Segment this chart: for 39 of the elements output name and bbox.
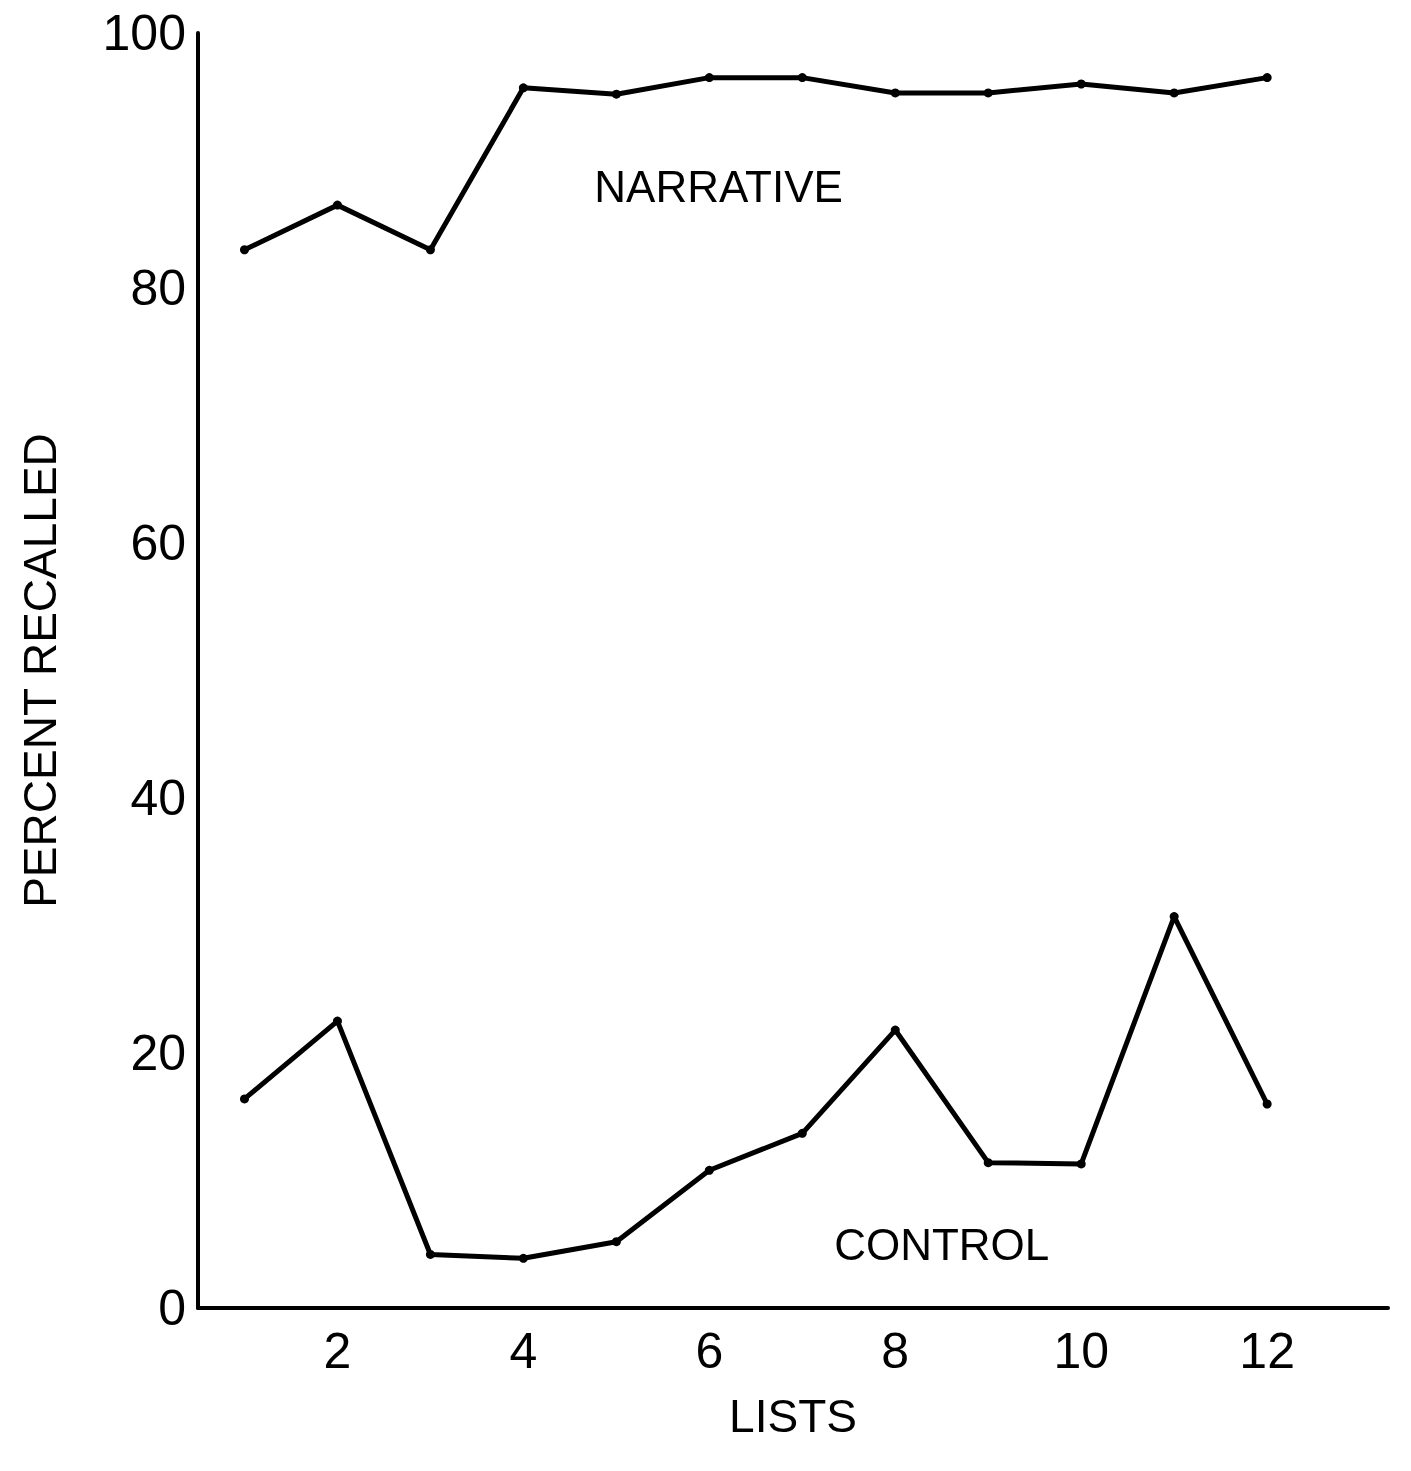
point [1076,79,1086,89]
point [983,88,993,98]
point [332,1016,342,1026]
x-tick-label: 6 [695,1323,724,1379]
point [890,88,900,98]
y-tick-label: 40 [130,770,186,826]
series-label: CONTROL [834,1219,1050,1269]
y-tick-label: 0 [158,1280,186,1336]
point [797,73,807,83]
point [518,1253,528,1263]
point [518,83,528,93]
y-tick-label: 20 [130,1025,186,1081]
y-tick-label: 80 [130,260,186,316]
point [611,89,621,99]
point [239,245,249,255]
point [1169,88,1179,98]
point [983,1158,993,1168]
point [425,1249,435,1259]
point [797,1128,807,1138]
point [704,1165,714,1175]
x-tick-label: 10 [1053,1323,1110,1379]
y-tick-label: 60 [130,515,186,571]
point [239,1094,249,1104]
series-label: NARRATIVE [594,161,843,211]
point [425,245,435,255]
x-axis-title: LISTS [729,1390,857,1442]
point [890,1025,900,1035]
point [1076,1159,1086,1169]
point [1262,73,1272,83]
point [332,200,342,210]
y-tick-label: 100 [102,5,186,61]
point [1262,1099,1272,1109]
x-tick-label: 8 [881,1323,910,1379]
x-tick-label: 2 [323,1323,352,1379]
y-axis-title: PERCENT RECALLED [14,433,66,908]
x-tick-label: 12 [1239,1323,1295,1379]
point [704,73,714,83]
x-tick-label: 4 [509,1323,538,1379]
point [611,1237,621,1247]
